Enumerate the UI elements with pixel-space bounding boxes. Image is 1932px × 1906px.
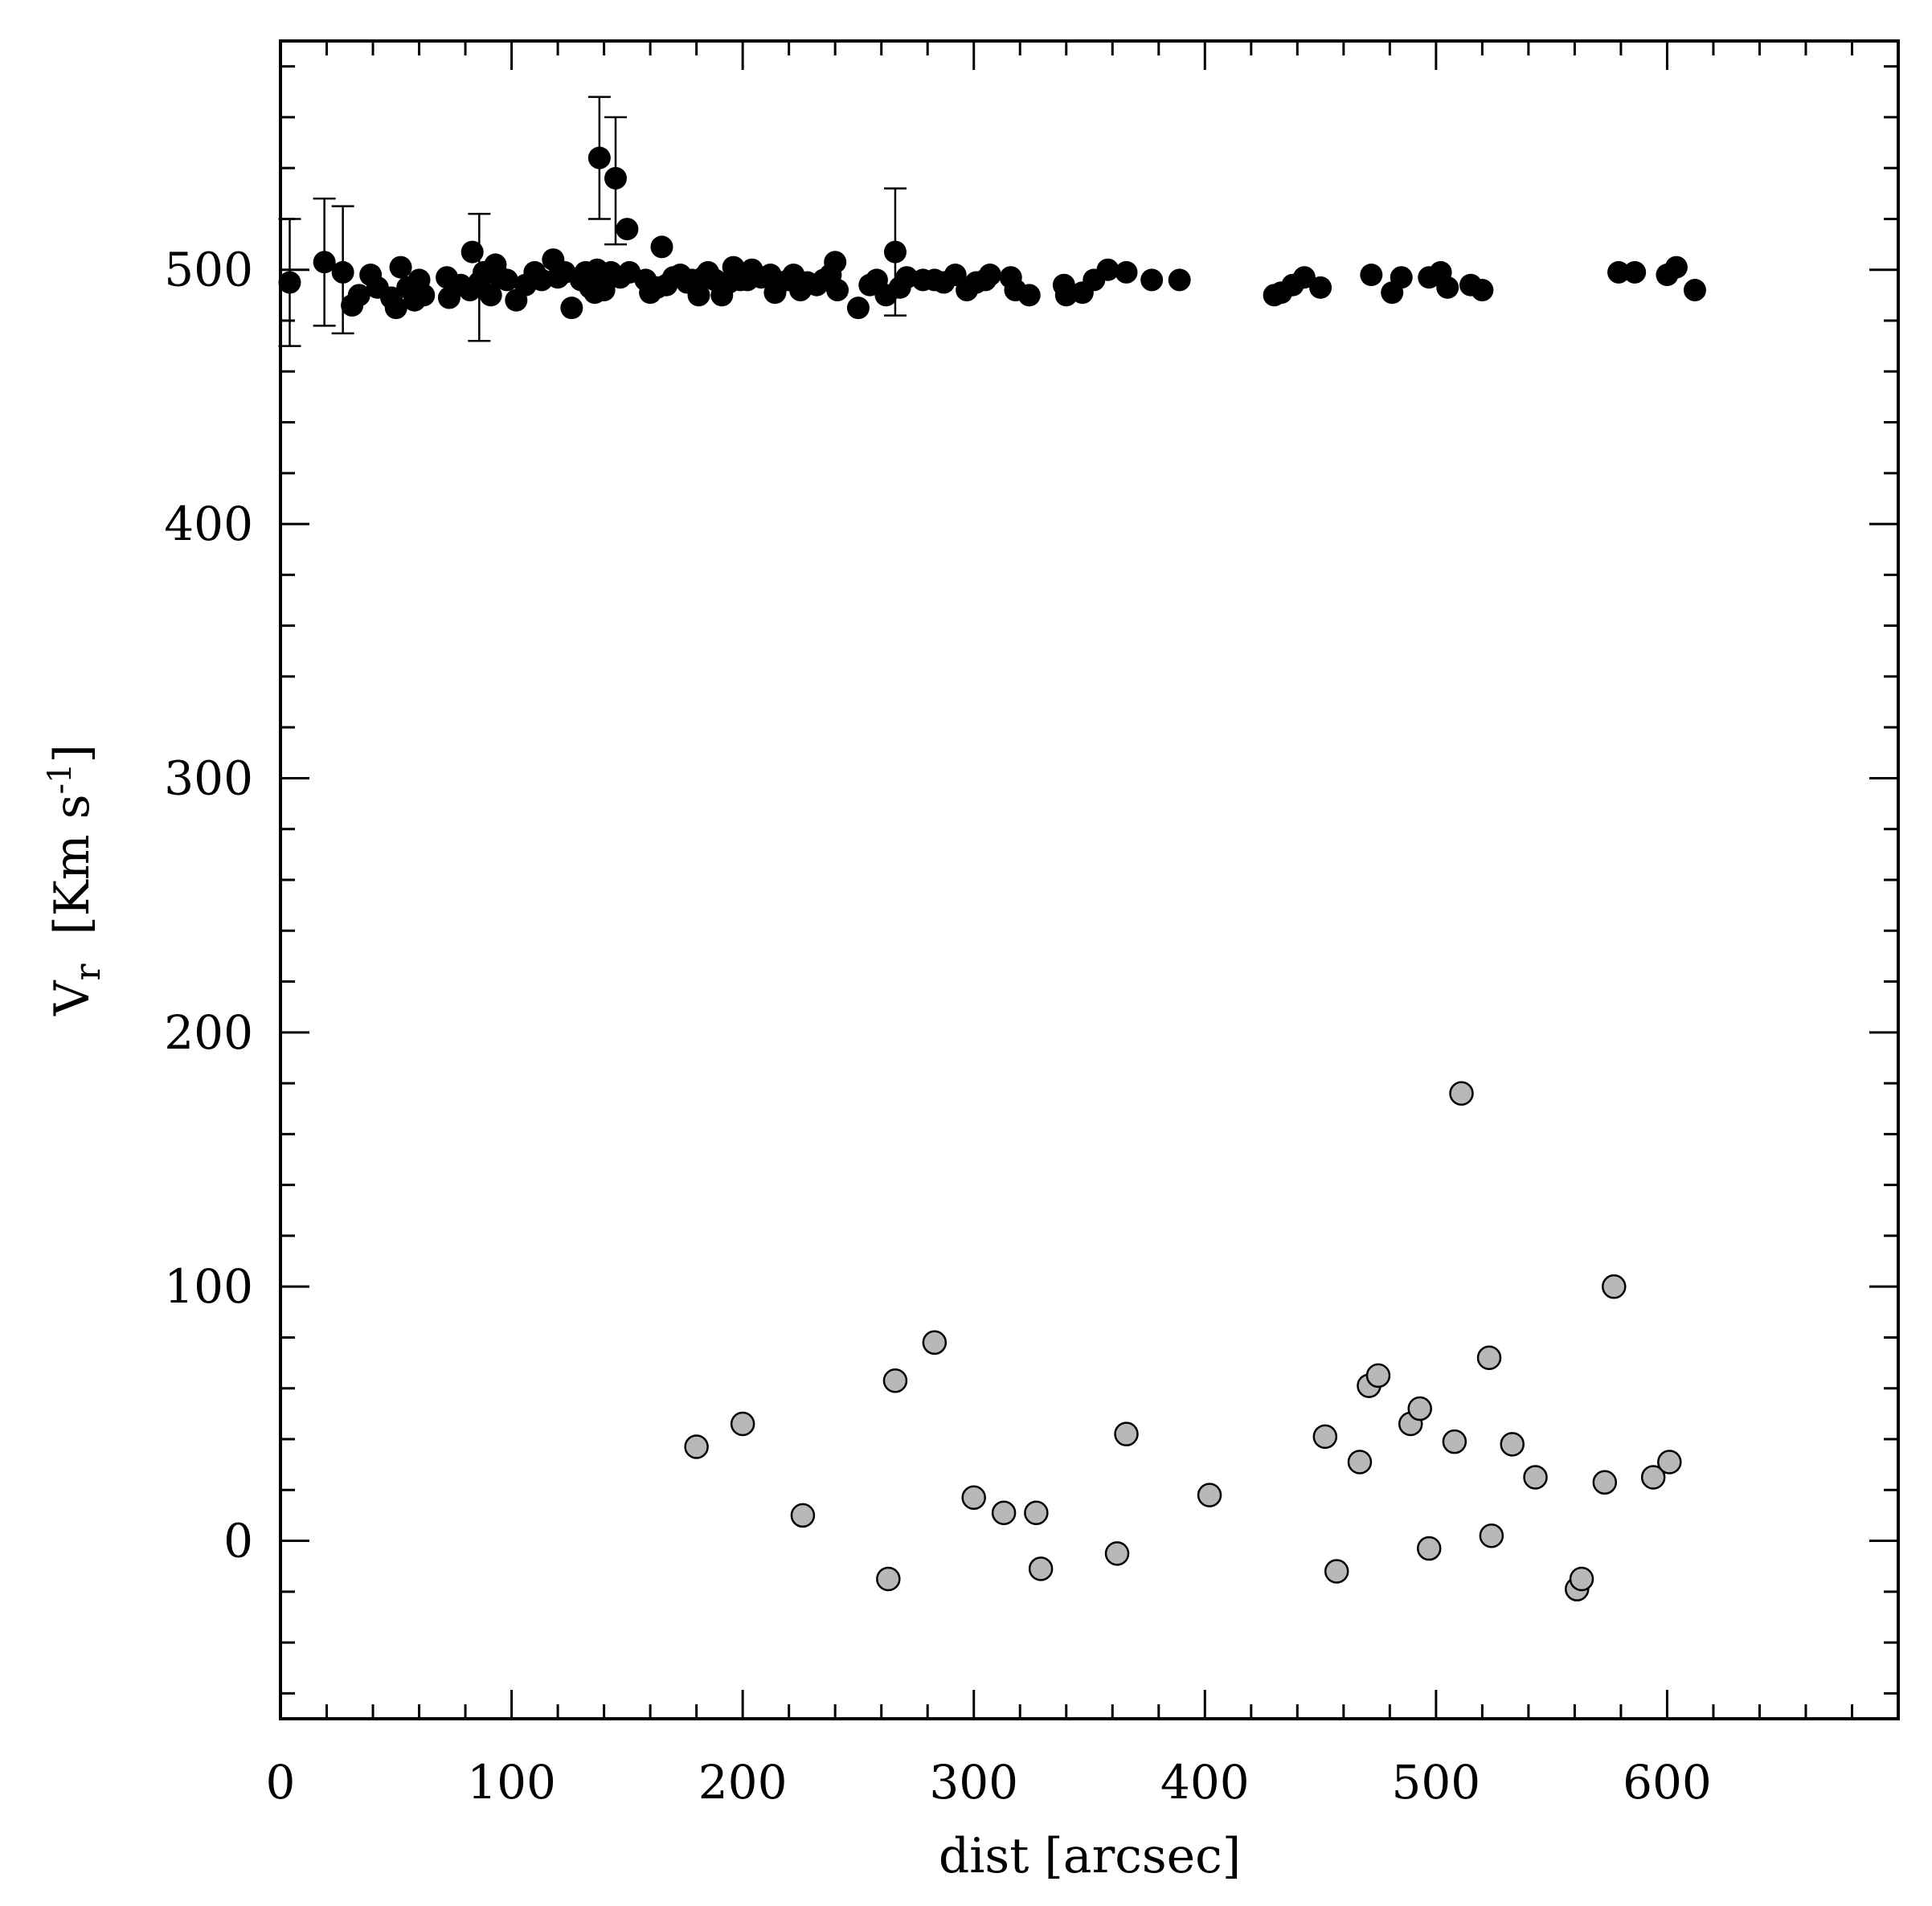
- data-point-open: [1449, 1081, 1474, 1106]
- data-point-filled: [1096, 258, 1119, 281]
- data-point-open: [1592, 1470, 1618, 1495]
- data-point-open: [1640, 1465, 1666, 1490]
- data-point-filled: [687, 284, 710, 307]
- data-point-filled: [495, 268, 518, 292]
- data-point-filled: [943, 264, 967, 287]
- data-point-open: [922, 1330, 948, 1356]
- data-point-filled: [883, 240, 907, 264]
- x-tick-label: 300: [929, 1755, 1018, 1810]
- data-point-filled: [1436, 276, 1459, 299]
- data-point-open: [882, 1368, 908, 1393]
- data-point-open: [730, 1411, 755, 1437]
- data-point-filled: [1292, 266, 1316, 289]
- data-point-open: [1476, 1345, 1502, 1371]
- data-point-filled: [978, 264, 1001, 287]
- axis-ticks: [279, 41, 1900, 1719]
- data-point-filled: [604, 166, 627, 190]
- x-tick-label: 0: [266, 1755, 296, 1810]
- x-tick-label: 200: [698, 1755, 788, 1810]
- data-point-filled: [1115, 260, 1138, 284]
- data-point-filled: [1017, 284, 1041, 307]
- x-axis-label: dist [arcsec]: [939, 1828, 1241, 1884]
- data-point-open: [1312, 1424, 1338, 1450]
- x-tick-label: 500: [1391, 1755, 1480, 1810]
- y-axis-label-main: V: [44, 980, 100, 1016]
- y-axis-label-exp: -1: [42, 763, 79, 795]
- data-point-filled: [846, 297, 870, 320]
- data-point-open: [1028, 1556, 1054, 1581]
- data-point-open: [1347, 1450, 1373, 1474]
- data-point-open: [1602, 1274, 1627, 1299]
- data-point-filled: [1607, 260, 1631, 284]
- x-tick-label: 400: [1160, 1755, 1250, 1810]
- y-axis-label-unit: [Km s: [44, 795, 100, 935]
- data-point-open: [961, 1485, 986, 1511]
- data-point-open: [1442, 1429, 1467, 1454]
- tick-labels: 0 100 200 300 400 500 600 0 100 200 300 400 500: [164, 243, 1712, 1810]
- y-tick-label: 200: [164, 1005, 253, 1060]
- data-point-filled: [331, 260, 354, 284]
- y-axis-label-sub: r: [68, 963, 108, 981]
- data-point-filled: [389, 256, 412, 279]
- data-point-filled: [560, 297, 583, 320]
- y-tick-label: 500: [164, 243, 253, 297]
- data-point-filled: [1683, 279, 1706, 302]
- y-tick-label: 300: [164, 751, 253, 805]
- y-axis-label-close: ]: [44, 744, 100, 763]
- data-point-open: [1657, 1450, 1682, 1474]
- data-point-open: [1104, 1541, 1130, 1566]
- data-point-open: [1324, 1559, 1349, 1584]
- data-point-filled: [650, 235, 673, 259]
- data-point-filled: [1664, 256, 1688, 279]
- data-point-open: [1407, 1396, 1432, 1421]
- error-bars: [278, 96, 907, 347]
- y-tick-label: 100: [164, 1259, 253, 1314]
- plot-frame: [279, 39, 1900, 1720]
- data-point-filled: [347, 284, 370, 307]
- data-point-open: [1500, 1432, 1525, 1457]
- data-point-filled: [587, 146, 611, 170]
- data-point-filled: [824, 251, 847, 274]
- data-point-open: [1569, 1566, 1594, 1592]
- x-tick-label: 600: [1623, 1755, 1712, 1810]
- data-point-open: [790, 1503, 816, 1528]
- data-point-open: [1114, 1421, 1139, 1446]
- data-point-filled: [826, 279, 849, 302]
- data-point-filled: [1168, 268, 1191, 292]
- data-point-open: [1416, 1536, 1442, 1561]
- data-point-filled: [479, 284, 502, 307]
- data-point-open: [876, 1566, 901, 1592]
- data-point-open: [1024, 1500, 1049, 1525]
- data-point-open: [991, 1500, 1017, 1525]
- data-point-filled: [1360, 264, 1383, 287]
- data-point-open: [1479, 1523, 1504, 1548]
- data-point-filled: [1471, 279, 1494, 302]
- data-point-filled: [313, 251, 336, 274]
- y-tick-label: 400: [164, 497, 253, 551]
- x-tick-label: 100: [467, 1755, 556, 1810]
- data-point-filled: [1140, 268, 1164, 292]
- y-tick-label: 0: [223, 1514, 253, 1569]
- y-axis-label: Vr [Km s-1]: [42, 744, 108, 1016]
- data-point-open: [684, 1434, 709, 1459]
- data-point-open: [1197, 1483, 1222, 1507]
- data-point-filled: [616, 218, 639, 241]
- data-point-filled: [278, 271, 301, 294]
- data-point-filled: [412, 284, 436, 307]
- data-point-open: [1365, 1363, 1391, 1389]
- data-point-open: [1523, 1465, 1548, 1490]
- data-point-filled: [1309, 276, 1332, 299]
- data-point-filled: [1390, 266, 1413, 289]
- data-point-filled: [384, 297, 407, 320]
- data-point-filled: [1623, 260, 1647, 284]
- data-points: [278, 146, 1706, 1601]
- data-point-filled: [460, 240, 484, 264]
